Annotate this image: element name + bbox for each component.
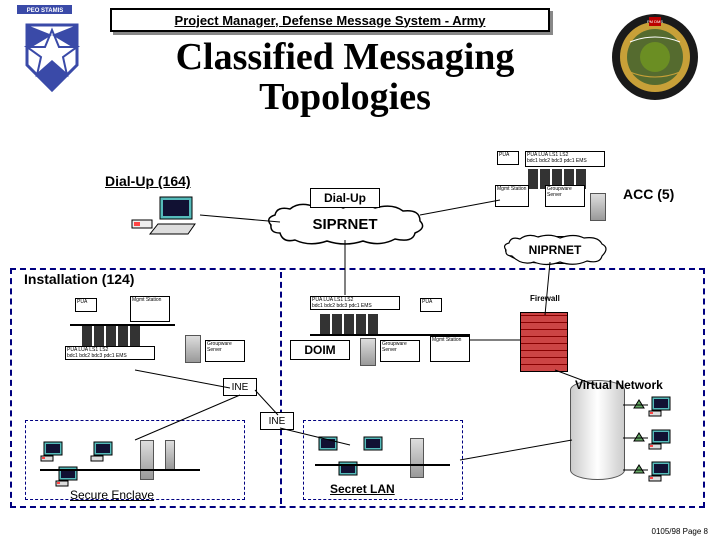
inst-right-mgmt: Mgmt Station: [430, 336, 470, 362]
niprnet-label: NIPRNET: [529, 243, 582, 257]
vnet-comp-2: [648, 428, 676, 452]
svg-text:PM DMS: PM DMS: [647, 19, 663, 24]
dialup-computer-icon: [130, 192, 200, 237]
inst-left-server-icon: [185, 335, 201, 363]
ine-box-1: INE: [223, 378, 257, 396]
vnet-tri-1: [632, 398, 646, 410]
siprnet-cloud: SIPRNET: [270, 206, 420, 242]
org-title: Project Manager, Defense Message System …: [175, 13, 486, 28]
niprnet-cloud: NIPRNET: [505, 236, 605, 264]
vnet-tri-2: [632, 431, 646, 443]
secretlan-comp-3: [335, 460, 363, 484]
acc-server-box: Groupware Server: [545, 185, 585, 207]
inst-right-racks: [320, 314, 378, 334]
virtual-network-label: Virtual Network: [575, 378, 663, 392]
dialup-box: Dial-Up: [310, 188, 380, 208]
enclave-server: [140, 440, 154, 480]
inst-left-server-box: Groupware Server: [205, 340, 245, 362]
inst-left-lua: PUA LUA LS1 LS2 bdc1 bdc2 bdc3 pdc1 EMS: [65, 346, 155, 360]
inst-left-mgmt: Mgmt Station: [130, 296, 170, 322]
header-bar: Project Manager, Defense Message System …: [110, 8, 550, 32]
ine-box-2: INE: [260, 412, 294, 430]
firewall-label: Firewall: [530, 294, 560, 303]
inst-left-pua: PUA: [75, 298, 97, 312]
page-title: Classified Messaging Topologies: [110, 38, 580, 118]
secretlan-comp-2: [360, 435, 388, 459]
vpn-cylinder: [570, 380, 625, 480]
siprnet-label: SIPRNET: [312, 216, 377, 233]
enclave-comp-1: [40, 440, 68, 464]
secret-lan-label: Secret LAN: [330, 482, 395, 496]
installation-divider: [280, 272, 282, 504]
secretlan-comp-1: [315, 435, 343, 459]
acc-label: ACC (5): [623, 186, 674, 202]
enclave-server-2: [165, 440, 175, 470]
vnet-comp-3: [648, 460, 676, 484]
firewall-icon: [520, 312, 568, 372]
peo-label-svg: PEO STAMIS: [27, 8, 64, 14]
dialup-count-label: Dial-Up (164): [105, 173, 191, 189]
doim-label: DOIM: [304, 343, 335, 357]
inst-right-pua: PUA: [420, 298, 442, 312]
doim-box: DOIM: [290, 340, 350, 360]
vnet-tri-3: [632, 463, 646, 475]
inst-right-server-icon: [360, 338, 376, 366]
acc-server-icon: [590, 193, 606, 221]
installation-label: Installation (124): [20, 271, 138, 287]
vnet-comp-1: [648, 395, 676, 419]
enclave-comp-2: [90, 440, 118, 464]
acc-lua-box: PUA LUA LS1 LS2 bdc1 bdc2 bdc3 pdc1 EMS: [525, 151, 605, 167]
pm-dms-army-badge: PM DMS: [610, 12, 700, 102]
acc-mgmt-box: Mgmt Station: [495, 185, 529, 207]
inst-left-racks: [82, 326, 140, 346]
peo-stamis-logo: PEO STAMIS: [15, 5, 90, 93]
inst-right-lua: PUA LUA LS1 LS2 bdc1 bdc2 bdc3 pdc1 EMS: [310, 296, 400, 310]
secretlan-server: [410, 438, 424, 478]
inst-right-server-box: Groupware Server: [380, 340, 420, 362]
dialup-box-label: Dial-Up: [324, 191, 366, 205]
secure-enclave-label: Secure Enclave: [70, 488, 154, 502]
enclave-comp-3: [55, 465, 83, 489]
acc-pua-box: PUA: [497, 151, 519, 165]
footer-text: 0105/98 Page 8: [652, 527, 709, 536]
